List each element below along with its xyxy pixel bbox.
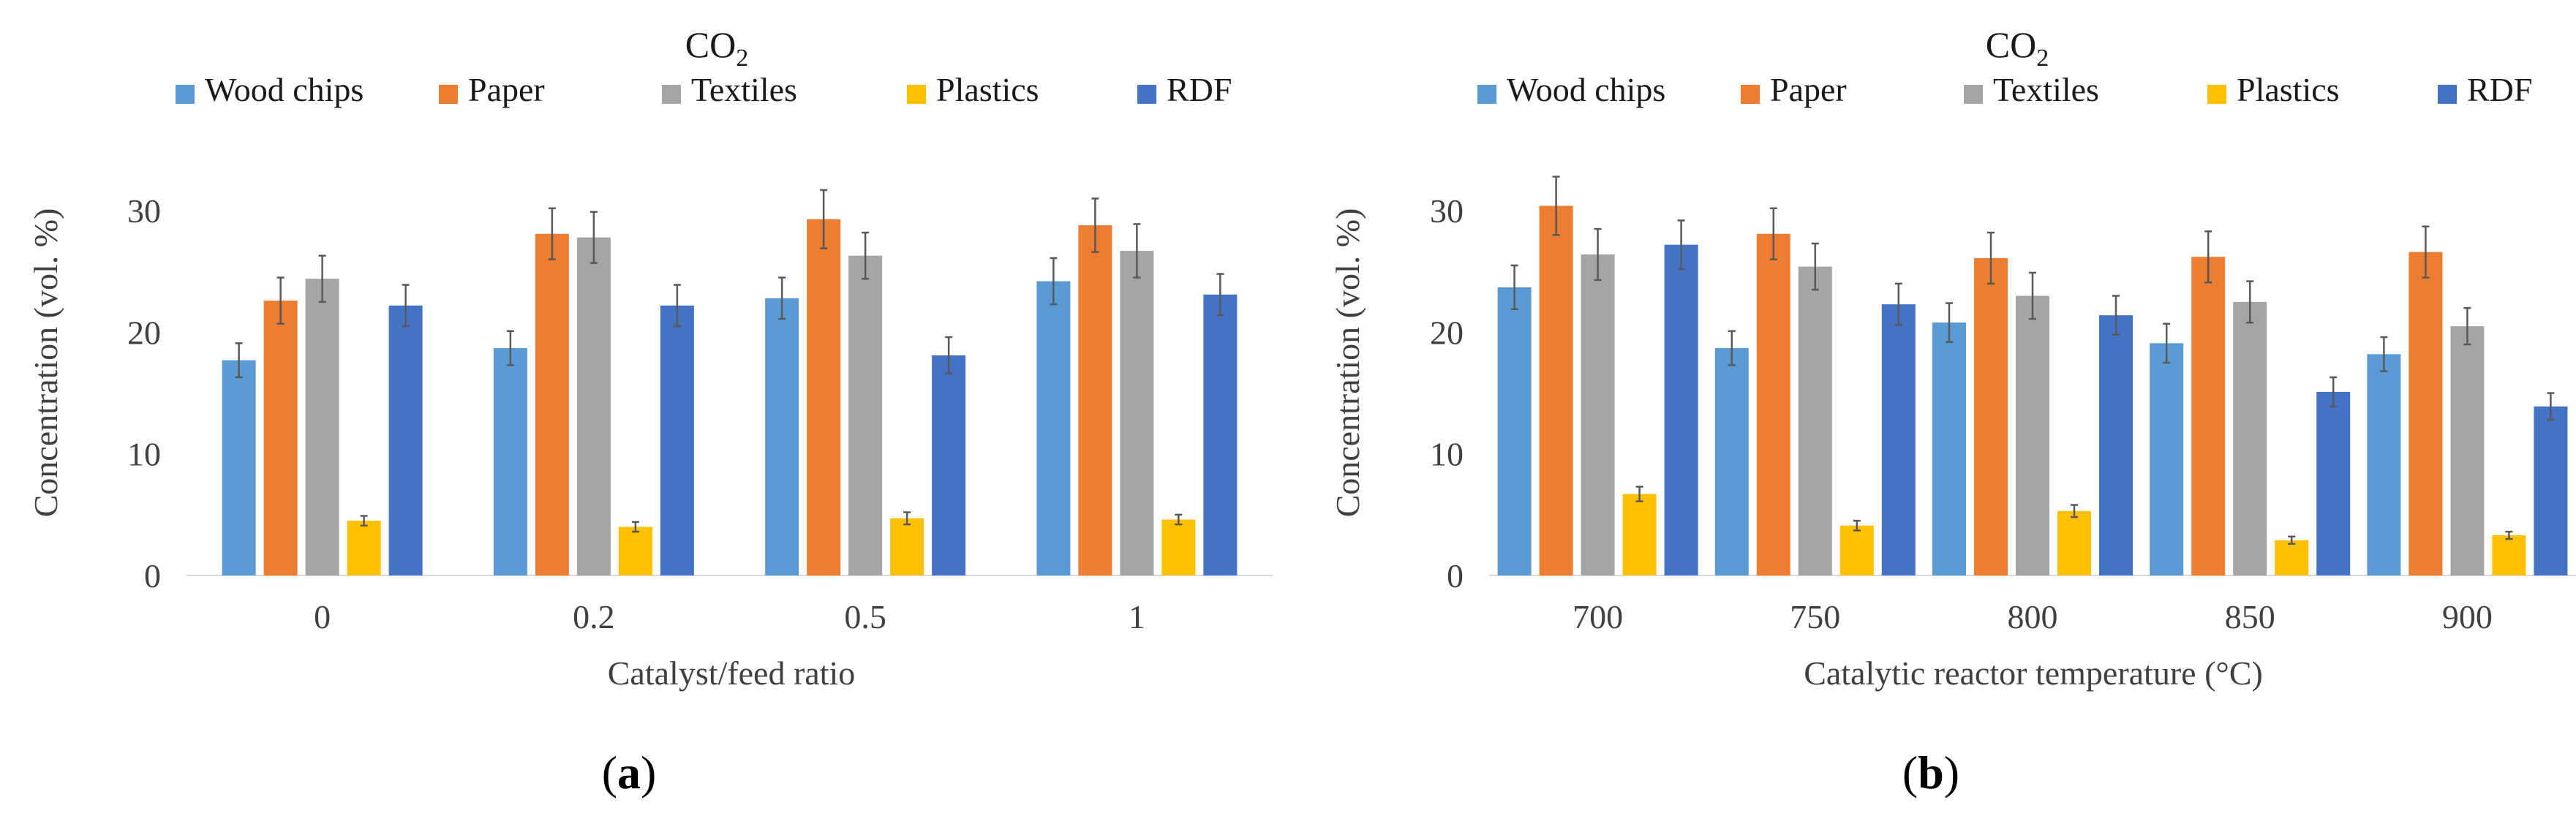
bar-paper-1 — [1078, 225, 1112, 575]
legend-label-wood-chips: Wood chips — [205, 71, 364, 108]
bar-plastics-750 — [1839, 525, 1874, 575]
bar-plastics-0.5 — [890, 518, 924, 575]
bar-rdf-800 — [2099, 315, 2133, 575]
bar-textiles-1 — [1120, 251, 1154, 575]
x-tick-label: 700 — [1573, 598, 1623, 635]
bar-plastics-850 — [2275, 540, 2309, 575]
bar-plastics-1 — [1161, 519, 1196, 575]
chart-panel-b: CO2 Wood chips Paper Textiles Plastics RDF 0 10… — [1329, 24, 2576, 798]
chart-title: CO2 — [1986, 24, 2049, 72]
bar-rdf-0 — [388, 305, 423, 575]
legend-swatch-plastics — [2207, 85, 2226, 104]
bar-rdf-900 — [2534, 406, 2568, 575]
bar-textiles-0.5 — [848, 255, 883, 575]
bar-rdf-1 — [1203, 294, 1238, 575]
x-tick-label: 800 — [2008, 598, 2058, 635]
x-tick-label: 750 — [1790, 598, 1840, 635]
bar-textiles-750 — [1798, 266, 1832, 575]
bar-rdf-850 — [2316, 391, 2351, 575]
legend-label-plastics: Plastics — [2237, 71, 2340, 108]
y-tick-label: 30 — [1430, 192, 1464, 230]
y-axis-title: Concentration (vol. %) — [1329, 208, 1366, 518]
bar-paper-750 — [1756, 233, 1790, 575]
y-tick-label: 20 — [1430, 314, 1464, 351]
legend: Wood chips Paper Textiles Plastics RDF — [1477, 71, 2532, 108]
legend-label-paper: Paper — [468, 71, 545, 108]
bar-paper-800 — [1974, 257, 2008, 575]
bar-wood-chips-900 — [2367, 354, 2401, 575]
x-tick-label: 0.2 — [573, 598, 615, 635]
bar-textiles-0 — [305, 279, 339, 575]
bar-textiles-700 — [1581, 254, 1615, 575]
bar-wood-chips-750 — [1714, 348, 1749, 575]
legend: Wood chips Paper Textiles Plastics RDF — [176, 71, 1232, 108]
bar-plastics-700 — [1622, 494, 1657, 575]
y-tick-label: 0 — [144, 557, 161, 594]
bar-rdf-0.2 — [660, 305, 694, 575]
legend-label-textiles: Textiles — [1993, 71, 2099, 108]
y-tick-label: 10 — [1430, 436, 1464, 473]
bar-wood-chips-800 — [1932, 322, 1966, 575]
x-tick-label: 1 — [1129, 598, 1145, 635]
y-tick-label: 10 — [127, 436, 161, 473]
legend-swatch-wood-chips — [176, 85, 195, 104]
bar-paper-850 — [2191, 257, 2226, 575]
bar-wood-chips-850 — [2150, 343, 2184, 575]
x-tick-label: 0.5 — [844, 598, 886, 635]
legend-label-plastics: Plastics — [936, 71, 1039, 108]
legend-label-rdf: RDF — [1167, 71, 1232, 108]
bar-wood-chips-0.2 — [493, 348, 527, 575]
legend-swatch-rdf — [2438, 85, 2457, 104]
y-tick-label: 30 — [127, 192, 161, 230]
bar-rdf-700 — [1664, 244, 1698, 575]
legend-swatch-textiles — [1964, 85, 1983, 104]
legend-swatch-rdf — [1137, 85, 1156, 104]
panel-label: (a) — [602, 747, 657, 798]
bar-wood-chips-700 — [1497, 287, 1532, 575]
bar-textiles-0.2 — [576, 237, 611, 575]
bar-textiles-800 — [2016, 295, 2049, 575]
legend-label-textiles: Textiles — [691, 71, 797, 108]
bar-plastics-0 — [347, 521, 381, 575]
bar-plastics-900 — [2492, 535, 2526, 575]
bar-rdf-0.5 — [932, 355, 966, 575]
bar-plastics-800 — [2057, 510, 2091, 575]
bar-wood-chips-1 — [1036, 281, 1071, 575]
bar-textiles-900 — [2450, 326, 2485, 575]
bar-paper-0 — [263, 301, 298, 575]
bar-rdf-750 — [1881, 304, 1916, 575]
legend-swatch-wood-chips — [1477, 85, 1496, 104]
panel-label: (b) — [1902, 747, 1959, 798]
x-tick-label: 900 — [2442, 598, 2493, 635]
bar-paper-700 — [1539, 205, 1573, 575]
bar-paper-0.2 — [535, 233, 569, 575]
bar-wood-chips-0.5 — [765, 298, 799, 575]
x-tick-label: 0 — [314, 598, 331, 635]
bar-wood-chips-0 — [222, 360, 256, 575]
x-axis-title: Catalyst/feed ratio — [608, 654, 856, 692]
legend-swatch-textiles — [662, 85, 681, 104]
x-axis-title: Catalytic reactor temperature (°C) — [1804, 654, 2263, 692]
legend-swatch-paper — [1741, 85, 1760, 104]
chart-title: CO2 — [685, 24, 748, 72]
legend-swatch-paper — [439, 85, 458, 104]
legend-label-rdf: RDF — [2467, 71, 2532, 108]
x-tick-label: 850 — [2225, 598, 2275, 635]
y-tick-label: 20 — [127, 314, 161, 351]
legend-label-wood-chips: Wood chips — [1507, 71, 1665, 108]
bar-paper-900 — [2409, 252, 2443, 575]
y-tick-label: 0 — [1447, 557, 1464, 594]
legend-label-paper: Paper — [1770, 71, 1847, 108]
legend-swatch-plastics — [907, 85, 926, 104]
y-axis-title: Concentration (vol. %) — [27, 208, 64, 518]
bar-paper-0.5 — [807, 219, 841, 575]
bar-plastics-0.2 — [618, 526, 652, 575]
bar-textiles-850 — [2233, 301, 2267, 575]
